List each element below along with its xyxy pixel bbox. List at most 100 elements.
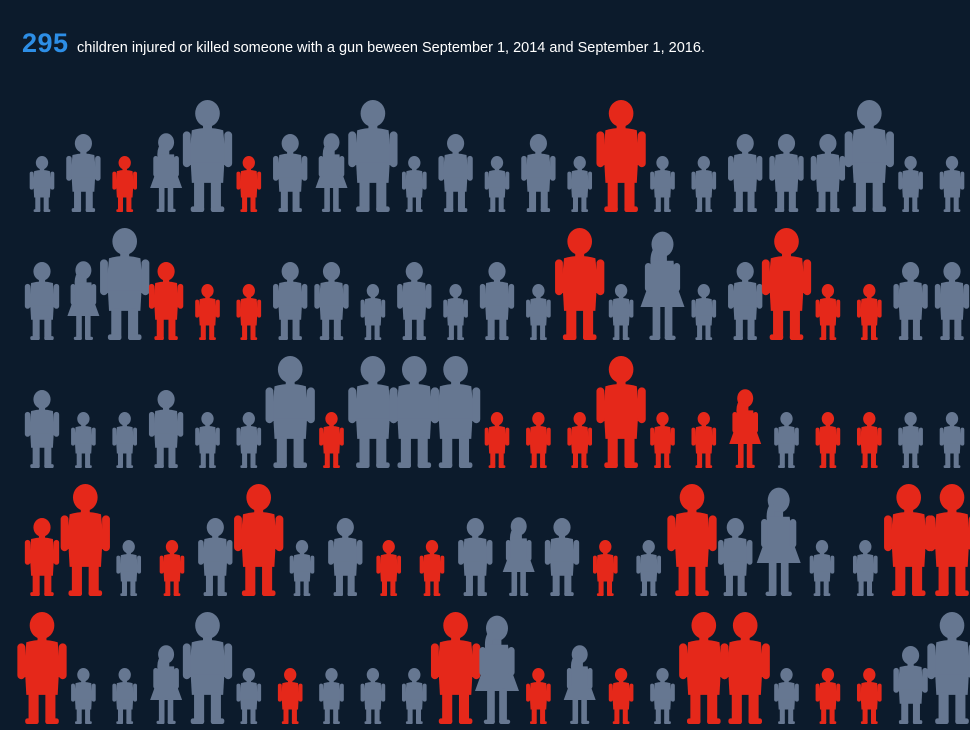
child-figure-highlighted: [236, 284, 262, 340]
child-figure: [360, 668, 386, 724]
child-figure: [112, 668, 138, 724]
child-figure-highlighted: [526, 668, 551, 724]
child-figure-highlighted: [60, 484, 110, 596]
child-figure: [71, 412, 96, 468]
child-figure: [650, 668, 675, 724]
child-figure: [397, 262, 432, 340]
child-figure: [544, 518, 580, 596]
child-figure: [265, 356, 315, 468]
child-figure-highlighted: [234, 484, 284, 596]
header-text: children injured or killed someone with …: [77, 40, 705, 56]
child-figure-highlighted: [195, 284, 220, 340]
child-figure: [116, 540, 142, 596]
child-figure: [67, 261, 100, 340]
child-figure-highlighted: [815, 284, 841, 340]
child-figure-highlighted: [277, 668, 303, 724]
child-figure-highlighted: [856, 412, 882, 468]
child-figure: [774, 668, 799, 724]
child-figure-highlighted: [376, 540, 402, 596]
child-figure: [769, 134, 804, 212]
child-figure: [443, 284, 468, 340]
child-figure: [195, 412, 220, 468]
child-figure-highlighted: [596, 356, 646, 468]
child-figure-highlighted: [667, 484, 717, 596]
child-figure-highlighted: [419, 540, 445, 596]
child-figure: [728, 262, 763, 340]
child-figure: [182, 100, 233, 212]
child-figure: [521, 134, 556, 212]
child-figure-highlighted: [815, 412, 841, 468]
child-figure-highlighted: [148, 262, 184, 340]
child-figure: [182, 612, 233, 724]
child-figure: [636, 540, 662, 596]
child-figure: [718, 518, 753, 596]
child-figure-highlighted: [761, 228, 812, 340]
child-figure: [273, 134, 308, 212]
child-figure: [430, 356, 481, 468]
child-figure: [315, 133, 348, 212]
child-figure: [198, 518, 233, 596]
child-figure-highlighted: [526, 412, 551, 468]
child-figure: [273, 262, 308, 340]
child-figure-highlighted: [650, 412, 675, 468]
header: 295 children injured or killed someone w…: [22, 28, 960, 59]
child-figure: [756, 487, 801, 596]
child-figure-highlighted: [112, 156, 138, 212]
child-figure-highlighted: [17, 612, 67, 724]
child-figure: [475, 615, 519, 724]
child-figure: [148, 390, 184, 468]
child-figure: [289, 540, 315, 596]
child-figure-highlighted: [691, 412, 717, 468]
child-figure: [458, 518, 493, 596]
child-figure: [563, 645, 596, 724]
child-figure: [236, 668, 262, 724]
child-figure: [24, 262, 60, 340]
child-figure: [360, 284, 386, 340]
child-figure: [348, 100, 398, 212]
child-figure: [691, 156, 717, 212]
child-figure: [502, 517, 535, 596]
child-figure: [927, 612, 970, 724]
child-figure-highlighted: [856, 668, 882, 724]
child-figure-highlighted: [319, 412, 344, 468]
child-figure: [401, 156, 427, 212]
child-figure-highlighted: [884, 484, 934, 596]
child-figure: [66, 134, 101, 212]
child-figure-highlighted: [720, 612, 770, 724]
child-figure: [640, 231, 685, 340]
child-figure-highlighted: [592, 540, 618, 596]
child-figure: [567, 156, 593, 212]
child-figure: [728, 134, 763, 212]
child-figure-highlighted: [24, 518, 60, 596]
child-figure: [236, 412, 262, 468]
child-figure: [29, 156, 55, 212]
child-figure-highlighted: [608, 668, 634, 724]
child-figure: [150, 133, 183, 212]
child-figure: [71, 668, 96, 724]
child-figure: [809, 540, 835, 596]
child-figure: [608, 284, 634, 340]
child-figure: [328, 518, 363, 596]
child-figure: [852, 540, 878, 596]
child-figure: [893, 646, 928, 724]
child-figure-highlighted: [159, 540, 185, 596]
child-figure-highlighted: [430, 612, 481, 724]
child-figure: [348, 356, 398, 468]
child-figure: [934, 262, 970, 340]
child-figure: [939, 156, 965, 212]
child-figure: [100, 228, 150, 340]
child-figure: [844, 100, 894, 212]
child-figure-highlighted: [815, 668, 841, 724]
child-figure: [898, 156, 923, 212]
child-figure: [112, 412, 138, 468]
child-figure: [24, 390, 60, 468]
child-figure-highlighted: [596, 100, 646, 212]
child-figure: [479, 262, 515, 340]
child-figure: [526, 284, 551, 340]
child-figure: [774, 412, 799, 468]
child-figure-highlighted: [555, 228, 605, 340]
child-figure: [810, 134, 846, 212]
child-figure: [650, 156, 675, 212]
child-figure: [314, 262, 349, 340]
